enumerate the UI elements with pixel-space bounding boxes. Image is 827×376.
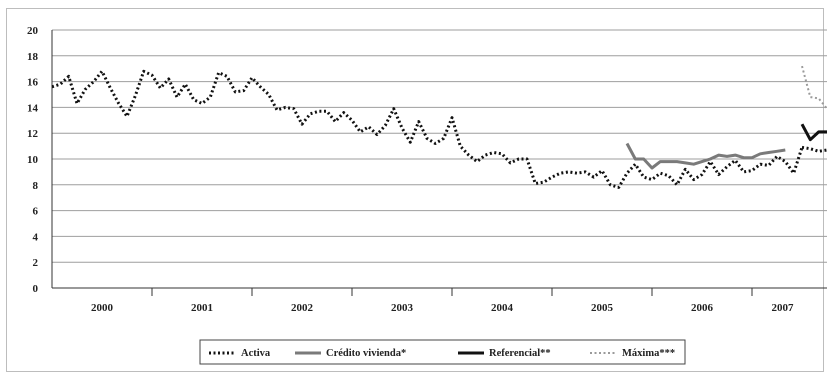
- y-tick-label-16: 16: [27, 77, 39, 89]
- y-tick-label-8: 8: [33, 180, 39, 192]
- legend-label-activa: Activa: [241, 348, 271, 359]
- legend-label-credito-vivienda: Crédito vivienda*: [326, 348, 406, 359]
- x-tick-label-2004: 2004: [491, 302, 514, 314]
- x-axis: 2000 2001 2002 2003 2004 2005 2006 2007: [91, 288, 794, 314]
- y-tick-label-20: 20: [27, 25, 39, 37]
- y-tick-label-10: 10: [27, 154, 39, 166]
- y-tick-label-18: 18: [27, 51, 39, 63]
- series-line-referencial: [800, 123, 827, 142]
- x-tick-label-2001: 2001: [191, 302, 213, 314]
- series-line-m-xima: [801, 65, 827, 110]
- x-tick-label-2002: 2002: [291, 302, 314, 314]
- x-tick-label-2005: 2005: [591, 302, 614, 314]
- y-tick-label-4: 4: [33, 231, 39, 243]
- y-tick-label-2: 2: [33, 257, 39, 269]
- legend-box: [199, 339, 686, 365]
- legend-label-maxima: Máxima***: [622, 348, 675, 359]
- x-tick-label-2003: 2003: [391, 302, 414, 314]
- y-tick-label-12: 12: [27, 128, 39, 140]
- y-tick-label-0: 0: [33, 283, 39, 295]
- y-tick-label-14: 14: [27, 102, 39, 114]
- gridlines: [52, 29, 827, 289]
- y-tick-label-6: 6: [33, 206, 39, 218]
- series-line-cr-dito-vivienda: [625, 142, 786, 170]
- chart-frame: [6, 8, 824, 372]
- series-layer: [51, 65, 827, 189]
- y-axis: 0 2 4 6 8 10 12 14 16 18 20: [27, 25, 53, 295]
- x-tick-label-2006: 2006: [691, 302, 714, 314]
- legend-label-referencial: Referencial**: [489, 348, 551, 359]
- series-line-activa: [51, 69, 804, 189]
- legend: Activa Crédito vivienda* Referencial** M…: [199, 339, 686, 365]
- x-tick-label-2007: 2007: [772, 302, 795, 314]
- series-line-activa-tail: [801, 145, 827, 153]
- x-tick-label-2000: 2000: [91, 302, 114, 314]
